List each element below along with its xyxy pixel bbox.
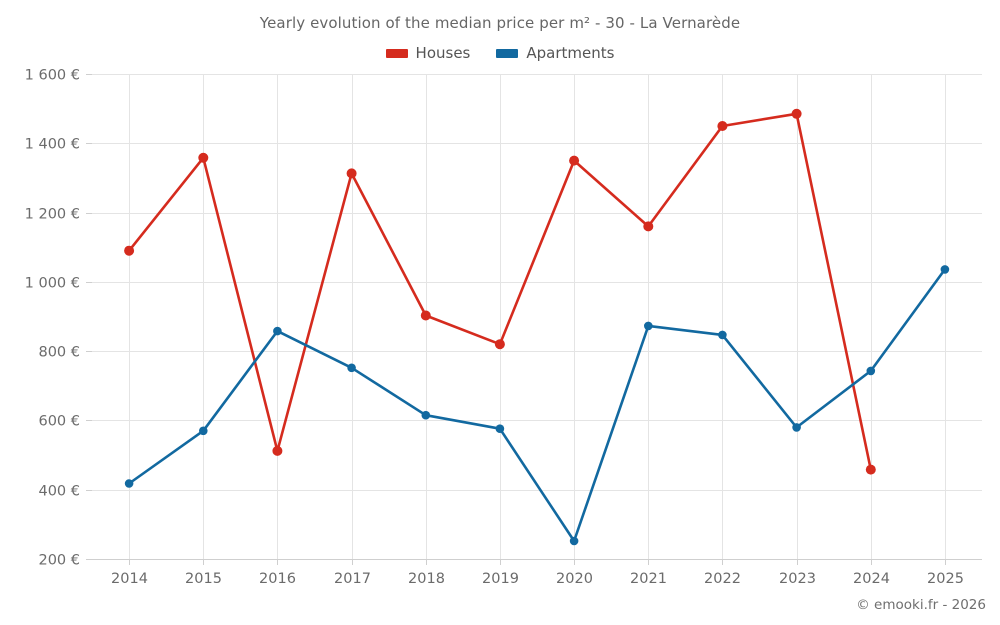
y-tick-label: 200 € (38, 553, 80, 569)
data-point[interactable] (718, 330, 727, 340)
data-point[interactable] (792, 423, 801, 432)
data-point[interactable] (495, 424, 505, 434)
legend-label-apartments: Apartments (526, 44, 615, 62)
x-tick-label: 2018 (408, 571, 445, 587)
data-point[interactable] (643, 221, 654, 232)
data-point[interactable] (124, 479, 134, 488)
x-tick-label: 2016 (259, 571, 296, 587)
y-tick-label: 600 € (38, 414, 80, 430)
y-tick-label: 400 € (38, 484, 80, 500)
data-point[interactable] (791, 108, 802, 119)
y-axis-ticks: 200 € 400 € 600 € 800 € 1 000 € 1 200 € 1 400 … (25, 68, 92, 569)
series-line-houses (127, 112, 873, 471)
data-point[interactable] (421, 410, 431, 420)
data-point[interactable] (940, 265, 950, 274)
data-series (124, 108, 950, 546)
credit-text: © emooki.fr - 2026 (856, 597, 986, 613)
data-point[interactable] (644, 321, 653, 331)
gridlines (92, 74, 982, 560)
data-point[interactable] (569, 155, 580, 166)
x-tick-label: 2023 (779, 571, 816, 587)
x-axis-ticks: 2014 2015 2016 2017 2018 2019 2020 2021 2022 2023… (111, 559, 964, 587)
data-point[interactable] (347, 363, 356, 373)
data-point[interactable] (717, 121, 728, 131)
data-point[interactable] (569, 536, 579, 546)
legend-item-apartments[interactable]: Apartments (496, 44, 614, 62)
x-tick-label: 2015 (185, 571, 222, 587)
series-line-apartments (127, 268, 947, 543)
data-point[interactable] (199, 426, 208, 436)
data-point[interactable] (866, 366, 876, 376)
y-tick-label: 1 600 € (25, 68, 80, 84)
chart-legend: Houses Apartments (0, 44, 1000, 62)
data-point[interactable] (865, 464, 876, 475)
x-tick-label: 2019 (482, 571, 519, 587)
x-tick-label: 2025 (927, 571, 964, 587)
data-point[interactable] (420, 310, 431, 321)
y-tick-label: 1 200 € (25, 207, 80, 223)
y-tick-label: 1 000 € (25, 276, 80, 292)
data-point[interactable] (273, 326, 282, 336)
x-tick-label: 2020 (556, 571, 593, 587)
x-tick-label: 2022 (704, 571, 741, 587)
legend-swatch-apartments (496, 48, 519, 58)
data-point[interactable] (346, 168, 357, 179)
data-point[interactable] (198, 152, 209, 163)
data-point[interactable] (124, 245, 135, 256)
data-point[interactable] (272, 445, 283, 456)
x-tick-label: 2014 (111, 571, 148, 587)
legend-swatch-houses (385, 48, 408, 58)
chart-title: Yearly evolution of the median price per… (259, 14, 741, 32)
legend-item-houses[interactable]: Houses (385, 44, 471, 62)
x-tick-label: 2021 (630, 571, 667, 587)
y-tick-label: 1 400 € (25, 137, 80, 153)
x-tick-label: 2024 (853, 571, 890, 587)
x-tick-label: 2017 (334, 571, 371, 587)
data-point[interactable] (494, 339, 505, 350)
y-tick-label: 800 € (38, 345, 80, 361)
legend-label-houses: Houses (415, 44, 471, 62)
